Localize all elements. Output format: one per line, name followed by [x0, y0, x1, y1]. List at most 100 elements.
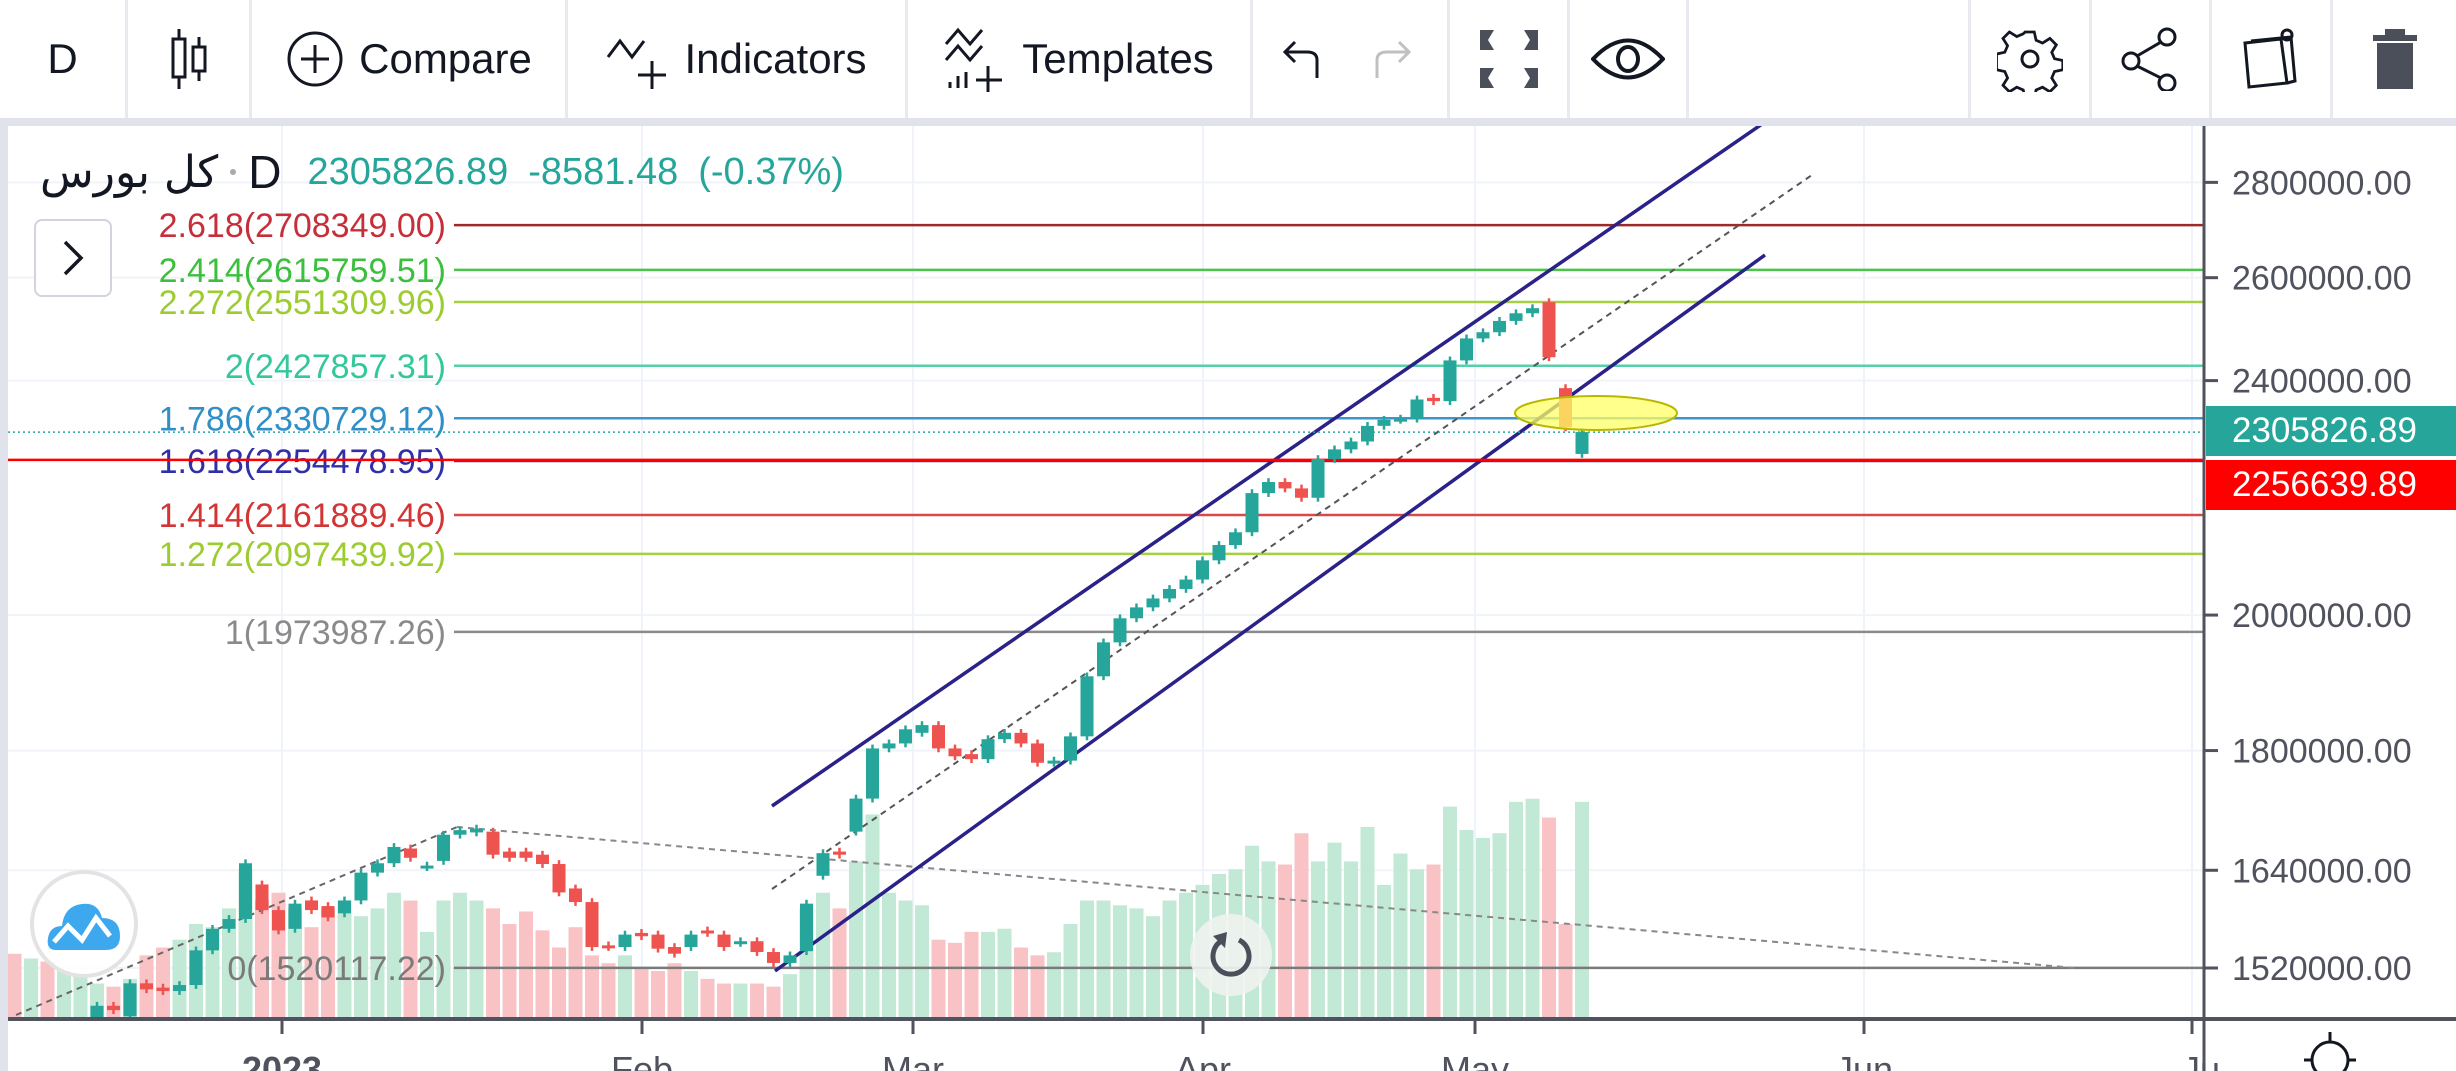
x-tick-label: Apr: [1175, 1049, 1231, 1071]
candle-body: [189, 950, 203, 986]
redo-button[interactable]: [1362, 0, 1422, 118]
fib-level-label: 2(2427857.31): [225, 348, 446, 386]
candle-up: [338, 896, 351, 918]
remove-drawings-button[interactable]: [2333, 0, 2456, 118]
volume-bar: [931, 939, 946, 1018]
volume-bar: [486, 908, 500, 1018]
candle-down: [1031, 739, 1044, 767]
fib-extension-drawing[interactable]: 2.618(2708349.00) 2.414(2615759.51)2.272(…: [159, 207, 2203, 988]
volume-bar: [73, 974, 88, 1018]
candle-body: [866, 748, 879, 799]
candle-body: [25, 1033, 38, 1046]
candle-body: [717, 934, 731, 948]
candle-body: [965, 754, 978, 760]
candle-body: [1229, 532, 1242, 546]
candle-down: [486, 827, 500, 859]
x-tick-label: Ju: [2182, 1049, 2220, 1071]
share-button[interactable]: [2092, 0, 2209, 118]
candle-down: [668, 943, 681, 958]
candle-down: [503, 847, 516, 862]
volume-bar: [849, 861, 863, 1018]
fib-level-label: 1.272(2097439.92): [159, 536, 446, 574]
candle-down: [321, 902, 335, 922]
axis-settings-icon[interactable]: [2304, 1032, 2356, 1071]
y-tick-label: 2800000.00: [2232, 164, 2412, 202]
divider: [1567, 0, 1570, 118]
volume-bar: [222, 908, 236, 1018]
candle-down: [272, 906, 285, 935]
reset-chart-button[interactable]: [1190, 914, 1272, 996]
trend-line-left[interactable]: [15, 826, 458, 1016]
fullscreen-button[interactable]: [1450, 0, 1567, 118]
fib-level-label: 0(1520117.22): [227, 950, 446, 988]
candle-body: [651, 934, 665, 949]
templates-button[interactable]: Templates: [908, 0, 1250, 118]
candle-body: [734, 941, 747, 945]
settings-button[interactable]: [1971, 0, 2089, 118]
app-logo[interactable]: [30, 870, 138, 978]
candle-down: [1014, 728, 1028, 748]
candle-body: [288, 903, 302, 929]
candle-body: [618, 934, 632, 948]
divider: [1968, 0, 1971, 118]
eye-icon: [1591, 38, 1665, 80]
candle-up: [1229, 528, 1242, 549]
candle-down: [717, 930, 731, 951]
chart-type-button[interactable]: [128, 0, 250, 118]
interval-button[interactable]: D: [0, 0, 125, 118]
volume-bar: [1113, 905, 1127, 1018]
candle-down: [1278, 478, 1292, 493]
candle-body: [948, 748, 962, 757]
visibility-button[interactable]: [1570, 0, 1686, 118]
candle-body: [701, 930, 714, 934]
volume-bar: [618, 955, 632, 1018]
price-axis[interactable]: 2800000.00 2600000.00 2400000.00 2000000.00…: [2204, 164, 2412, 988]
volume-bar: [1162, 900, 1177, 1018]
candle-body: [206, 928, 219, 951]
notes-button[interactable]: [2212, 0, 2330, 118]
highlight-ellipse[interactable]: [1514, 395, 1678, 431]
candle-up: [816, 849, 830, 880]
trend-line-descending[interactable]: [456, 826, 2076, 969]
templates-label: Templates: [1022, 35, 1214, 82]
time-axis[interactable]: 2023 Feb Mar Apr May Jun Ju: [242, 1020, 2220, 1071]
undo-button[interactable]: [1272, 0, 1332, 118]
volume-bar: [601, 963, 616, 1018]
indicators-icon: [607, 38, 667, 89]
indicators-button[interactable]: Indicators: [568, 0, 905, 118]
x-tick-label: Jun: [1835, 1049, 1893, 1071]
volume-bar: [370, 908, 385, 1018]
candle-up: [90, 1001, 104, 1018]
candle-body: [1377, 419, 1391, 426]
candle-body: [1080, 676, 1094, 737]
expand-legend-button[interactable]: [34, 219, 112, 297]
candle-body: [74, 1024, 87, 1037]
candle-up: [783, 951, 797, 967]
volume-bar: [24, 958, 38, 1018]
candle-up: [1080, 672, 1094, 741]
candle-body: [387, 846, 401, 864]
channel-middle-line[interactable]: [771, 174, 1813, 890]
candle-body: [486, 831, 500, 855]
candle-down: [767, 948, 780, 967]
candle-body: [8, 1029, 21, 1047]
candle-up: [1344, 437, 1358, 454]
volume-bar: [8, 953, 22, 1018]
fib-level-label: 1.786(2330729.12): [159, 400, 446, 438]
candle-body: [816, 853, 830, 876]
volume-bar: [1063, 924, 1078, 1018]
compare-button[interactable]: Compare: [252, 0, 565, 118]
volume-bar: [964, 931, 979, 1018]
candle-body: [849, 798, 863, 832]
candle-body: [1278, 482, 1292, 489]
channel-lower-line[interactable]: [773, 253, 1767, 973]
candle-body: [1476, 332, 1490, 339]
candle-down: [107, 1001, 120, 1015]
channel-upper-line[interactable]: [771, 122, 1765, 808]
candle-body: [1328, 449, 1341, 460]
volume-bar: [1542, 817, 1556, 1018]
volume-bar: [1311, 861, 1325, 1018]
volume-bar: [585, 955, 599, 1018]
candle-up: [1443, 356, 1457, 405]
